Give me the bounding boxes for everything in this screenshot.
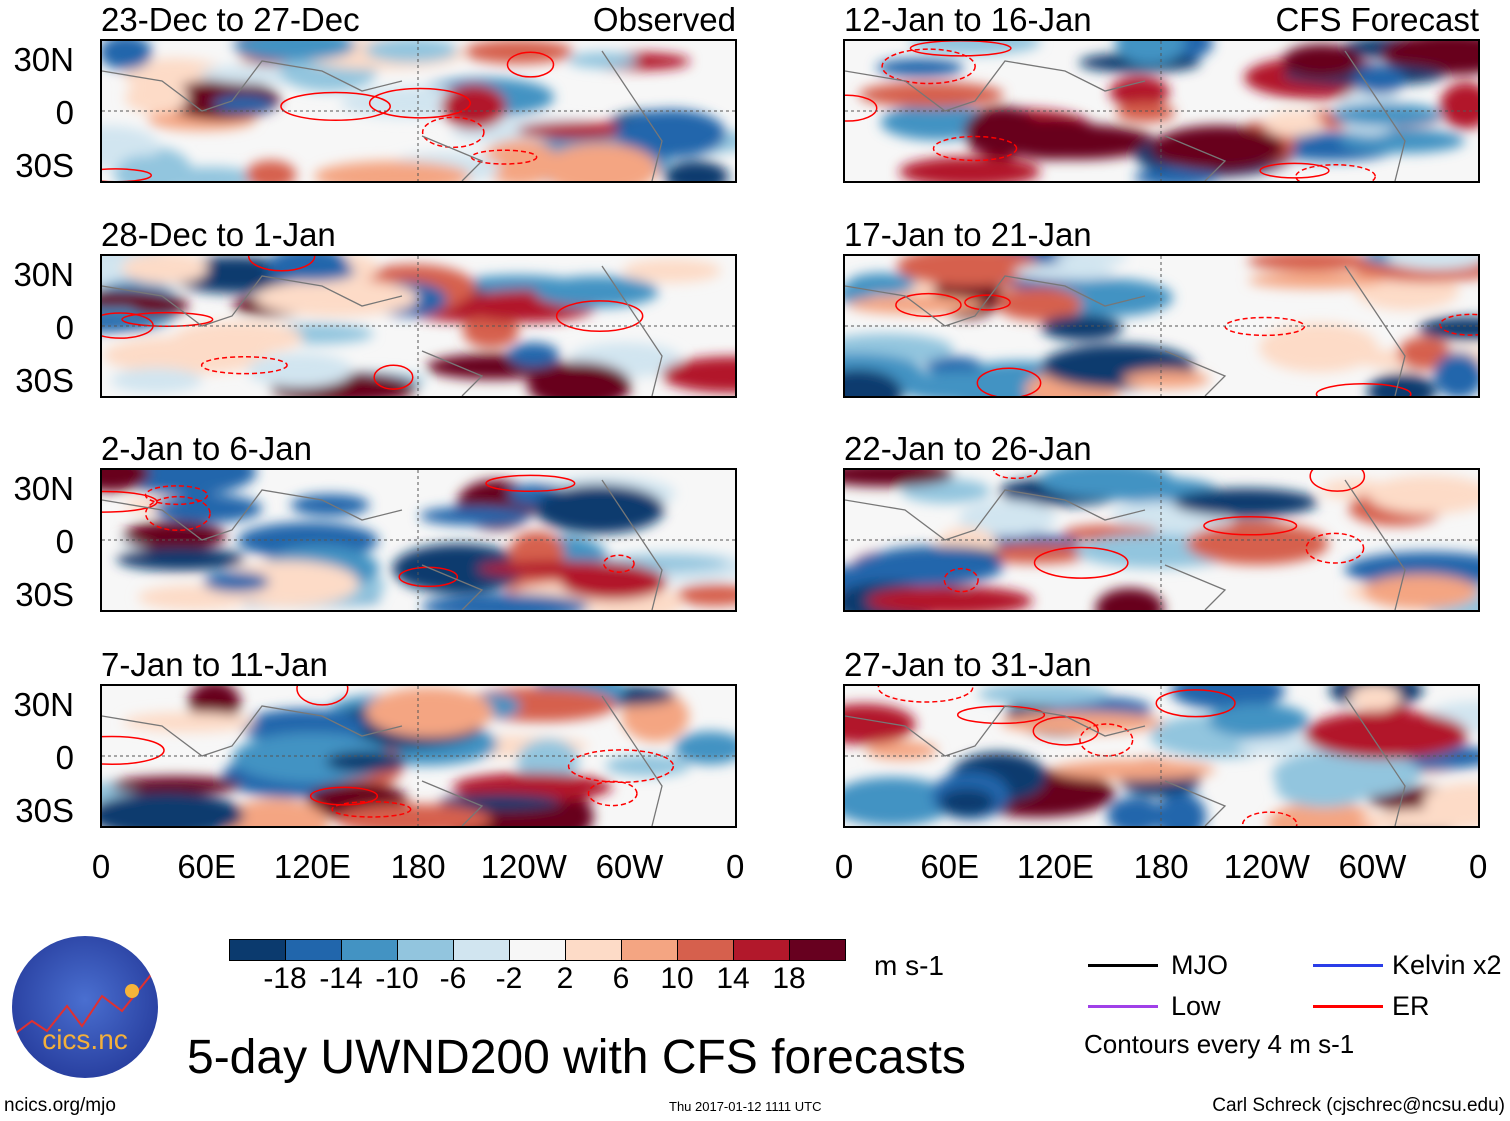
lat-tick-label: 30N [13,256,74,293]
lon-tick-label: 60W [1338,848,1407,885]
lon-tick-label: 60E [920,848,980,885]
colorbar-label: 10 [660,962,694,995]
wind-field [845,41,1478,181]
colorbar-swatch [342,940,398,960]
figure-title: 5-day UWND200 with CFS forecasts [187,1031,966,1084]
lon-tick-label: 0 [1469,848,1488,885]
colorbar-swatch [230,940,286,960]
logo-text: cics.nc [42,1024,128,1055]
lat-tick-label: 30N [13,470,74,507]
panel-title: 17-Jan to 21-Jan [844,216,1092,253]
footer-timestamp: Thu 2017-01-12 1111 UTC [669,1099,822,1114]
lat-tick-label: 30N [13,41,74,78]
colorbar-label: -10 [375,962,419,995]
forecast-header: CFS Forecast [1275,1,1479,38]
lat-tick-label: 30S [15,792,74,829]
lat-tick-label: 0 [55,523,74,560]
contour-note: Contours every 4 m s-1 [1084,1029,1355,1059]
observed-header: Observed [592,1,736,38]
colorbar-swatch [454,940,510,960]
colorbar-label: -6 [439,962,467,995]
colorbar-units: m s-1 [874,950,944,981]
map-panel [843,254,1480,398]
lon-tick-label: 180 [1133,848,1189,885]
map-panel [100,254,737,398]
wind-field [102,41,735,181]
panel-title: 22-Jan to 26-Jan [844,430,1092,467]
lat-tick-label: 0 [55,94,74,131]
panel-title: 7-Jan to 11-Jan [101,646,328,683]
lat-tick-label: 30S [15,362,74,399]
colorbar-label: 6 [612,962,630,995]
map-panel [843,468,1480,612]
panel-title: 27-Jan to 31-Jan [844,646,1092,683]
legend-line-kelvin [1313,964,1383,967]
map-panel [100,39,737,183]
colorbar-swatch [734,940,790,960]
colorbar [229,939,846,961]
lat-tick-label: 30S [15,147,74,184]
lon-tick-label: 0 [91,848,111,885]
legend-label-kelvin: Kelvin x2 [1392,950,1502,980]
colorbar-swatch [678,940,734,960]
lon-tick-label: 0 [726,848,745,885]
legend-label-mjo: MJO [1171,950,1228,980]
wind-field [845,686,1478,826]
map-panel [843,39,1480,183]
wind-field [845,256,1478,396]
map-panel [100,468,737,612]
colorbar-swatch [398,940,454,960]
map-panel [843,684,1480,828]
colorbar-swatch [566,940,622,960]
wind-field [102,686,735,826]
lat-tick-label: 30N [13,686,74,723]
panel-title: 28-Dec to 1-Jan [101,216,336,253]
cics-logo: cics.nc [12,936,158,1078]
wind-field [102,470,735,610]
colorbar-swatch [286,940,342,960]
colorbar-label: 2 [556,962,574,995]
lon-tick-label: 120E [273,848,351,885]
lon-tick-label: 0 [834,848,854,885]
panel-title: 12-Jan to 16-Jan [844,1,1092,38]
colorbar-label: 18 [772,962,806,995]
colorbar-swatch [790,940,845,960]
colorbar-label: -14 [319,962,363,995]
colorbar-swatch [622,940,678,960]
lon-tick-label: 60E [177,848,237,885]
wind-field [102,256,735,396]
map-panel [100,684,737,828]
lat-tick-label: 30S [15,576,74,613]
lat-tick-label: 0 [55,309,74,346]
legend-line-low [1088,1005,1158,1008]
colorbar-swatch [510,940,566,960]
colorbar-label: 14 [716,962,750,995]
lon-tick-label: 120E [1016,848,1094,885]
legend-line-mjo [1088,964,1158,967]
footer-link[interactable]: ncics.org/mjo [4,1095,116,1116]
legend-label-er: ER [1392,991,1430,1021]
panel-title: 2-Jan to 6-Jan [101,430,312,467]
logo-mountain-icon [12,965,158,1037]
panel-title: 23-Dec to 27-Dec [101,1,360,38]
colorbar-label: -18 [263,962,307,995]
lat-tick-label: 0 [55,739,74,776]
footer-author: Carl Schreck (cjschrec@ncsu.edu) [1212,1095,1505,1116]
wind-field [845,470,1478,610]
colorbar-label: -2 [495,962,523,995]
lon-tick-label: 120W [1223,848,1310,885]
lon-tick-label: 120W [480,848,567,885]
lon-tick-label: 60W [595,848,664,885]
legend-line-er [1313,1005,1383,1008]
lon-tick-label: 180 [390,848,446,885]
legend-label-low: Low [1171,991,1221,1021]
